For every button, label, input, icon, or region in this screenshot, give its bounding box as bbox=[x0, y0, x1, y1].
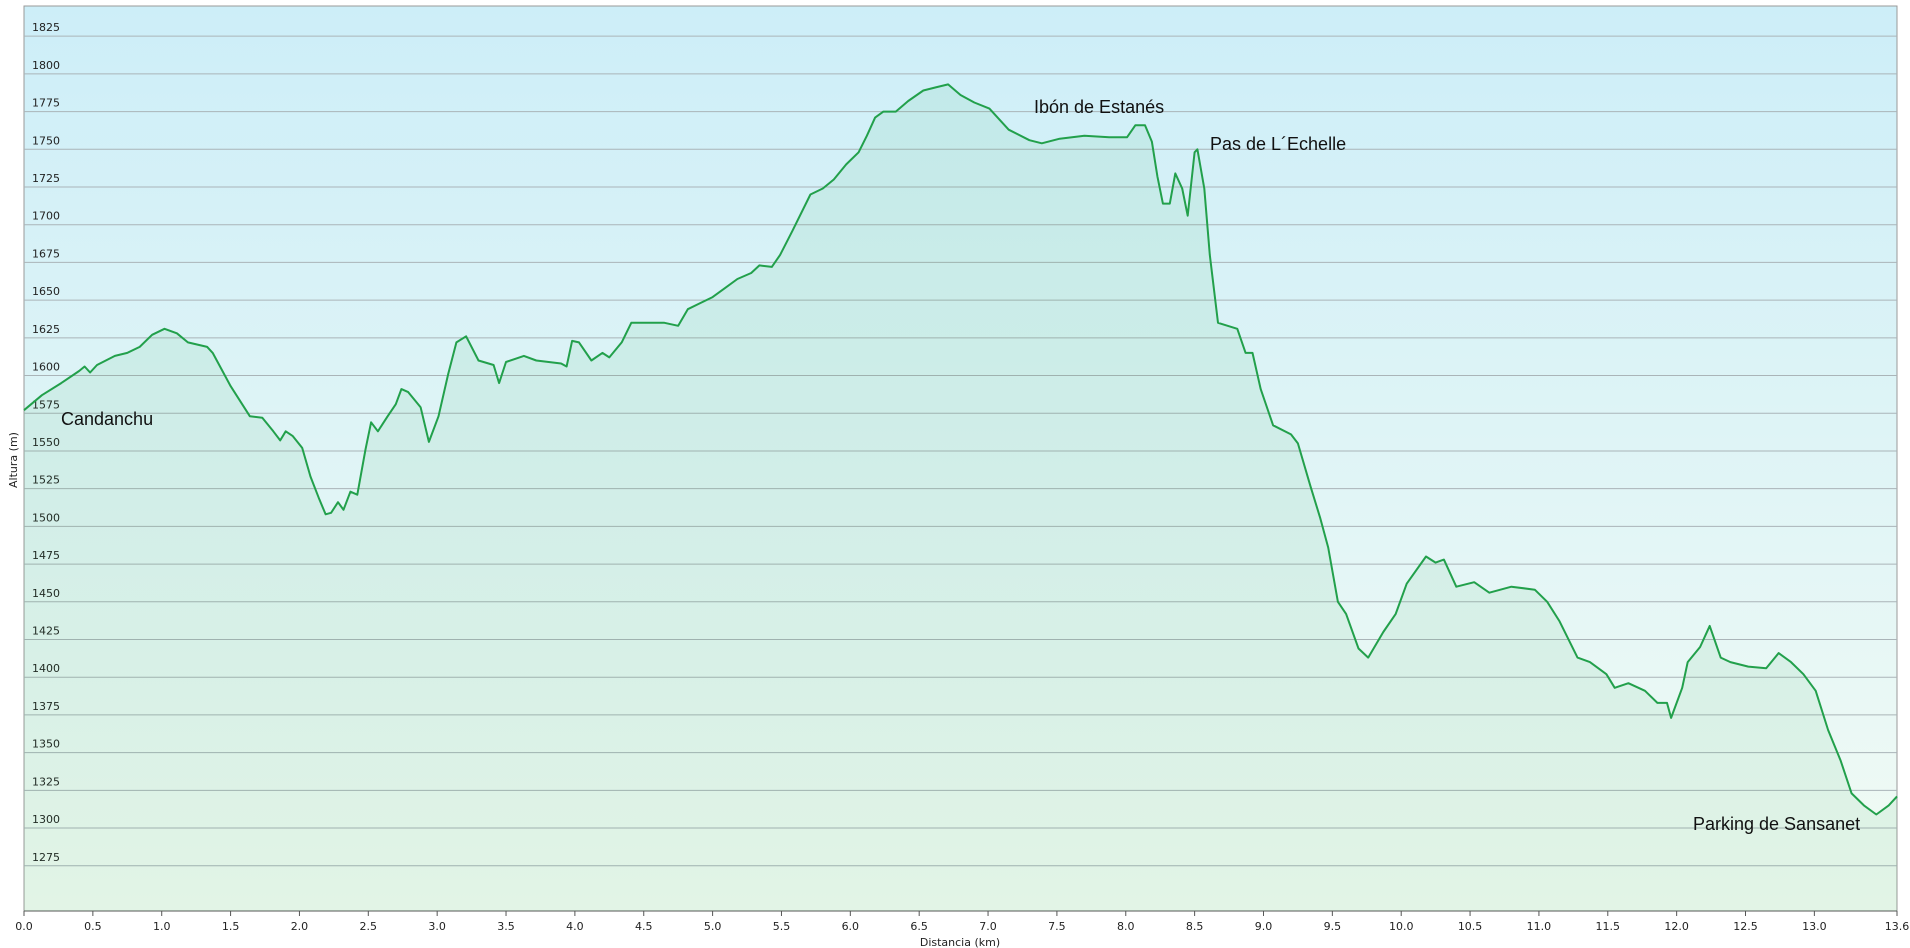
x-tick-label: 7.0 bbox=[979, 920, 997, 933]
x-tick-label: 10.5 bbox=[1458, 920, 1483, 933]
y-tick-label: 1825 bbox=[32, 21, 60, 34]
x-tick-label: 13.0 bbox=[1802, 920, 1827, 933]
y-tick-label: 1625 bbox=[32, 323, 60, 336]
x-tick-label: 0.0 bbox=[15, 920, 33, 933]
y-tick-label: 1525 bbox=[32, 474, 60, 487]
y-tick-label: 1325 bbox=[32, 775, 60, 788]
area bbox=[24, 84, 1897, 911]
x-tick-label: 11.5 bbox=[1596, 920, 1621, 933]
y-tick-label: 1550 bbox=[32, 436, 60, 449]
annotation: Parking de Sansanet bbox=[1693, 814, 1860, 834]
y-tick-label: 1700 bbox=[32, 210, 60, 223]
y-tick-label: 1300 bbox=[32, 813, 60, 826]
x-tick-label: 6.5 bbox=[910, 920, 928, 933]
x-tick-label: 5.0 bbox=[704, 920, 722, 933]
x-tick-label: 4.0 bbox=[566, 920, 584, 933]
y-tick-label: 1775 bbox=[32, 97, 60, 110]
x-tick-label: 2.5 bbox=[360, 920, 378, 933]
y-axis-label: Altura (m) bbox=[7, 432, 20, 488]
annotation: Pas de L´Echelle bbox=[1210, 134, 1346, 154]
x-tick-label: 10.0 bbox=[1389, 920, 1414, 933]
x-tick-label: 2.0 bbox=[291, 920, 309, 933]
y-tick-label: 1375 bbox=[32, 700, 60, 713]
plot-background bbox=[23, 5, 1898, 912]
y-tick-label: 1275 bbox=[32, 851, 60, 864]
x-tick-label: 0.5 bbox=[84, 920, 102, 933]
y-tick-label: 1750 bbox=[32, 134, 60, 147]
x-tick-label: 9.0 bbox=[1255, 920, 1273, 933]
y-tick-label: 1650 bbox=[32, 285, 60, 298]
y-tick-label: 1450 bbox=[32, 587, 60, 600]
line bbox=[23, 83, 1898, 816]
y-tick-label: 1500 bbox=[32, 511, 60, 524]
y-tick-label: 1425 bbox=[32, 625, 60, 638]
y-tick-label: 1800 bbox=[32, 59, 60, 72]
x-tick-label: 3.0 bbox=[428, 920, 446, 933]
x-tick-label: 12.5 bbox=[1733, 920, 1758, 933]
annotation: Candanchu bbox=[61, 409, 153, 429]
y-tick-label: 1350 bbox=[32, 738, 60, 751]
y-tick-label: 1400 bbox=[32, 662, 60, 675]
x-tick-label: 4.5 bbox=[635, 920, 653, 933]
x-tick-label: 13.6 bbox=[1885, 920, 1910, 933]
x-tick-label: 7.5 bbox=[1048, 920, 1066, 933]
y-tick-label: 1600 bbox=[32, 361, 60, 374]
x-tick-label: 5.5 bbox=[773, 920, 791, 933]
x-tick-label: 12.0 bbox=[1664, 920, 1689, 933]
y-tick-label: 1575 bbox=[32, 398, 60, 411]
x-tick-label: 8.5 bbox=[1186, 920, 1204, 933]
y-tick-label: 1725 bbox=[32, 172, 60, 185]
x-axis-label: Distancia (km) bbox=[920, 936, 1000, 948]
x-tick-label: 1.0 bbox=[153, 920, 171, 933]
x-tick-label: 8.0 bbox=[1117, 920, 1135, 933]
x-tick-label: 1.5 bbox=[222, 920, 240, 933]
x-tick-label: 6.0 bbox=[842, 920, 860, 933]
x-tick-label: 11.0 bbox=[1527, 920, 1552, 933]
y-tick-label: 1675 bbox=[32, 247, 60, 260]
annotation: Ibón de Estanés bbox=[1034, 97, 1164, 117]
y-tick-label: 1475 bbox=[32, 549, 60, 562]
x-tick-label: 3.5 bbox=[497, 920, 515, 933]
x-tick-label: 9.5 bbox=[1324, 920, 1342, 933]
